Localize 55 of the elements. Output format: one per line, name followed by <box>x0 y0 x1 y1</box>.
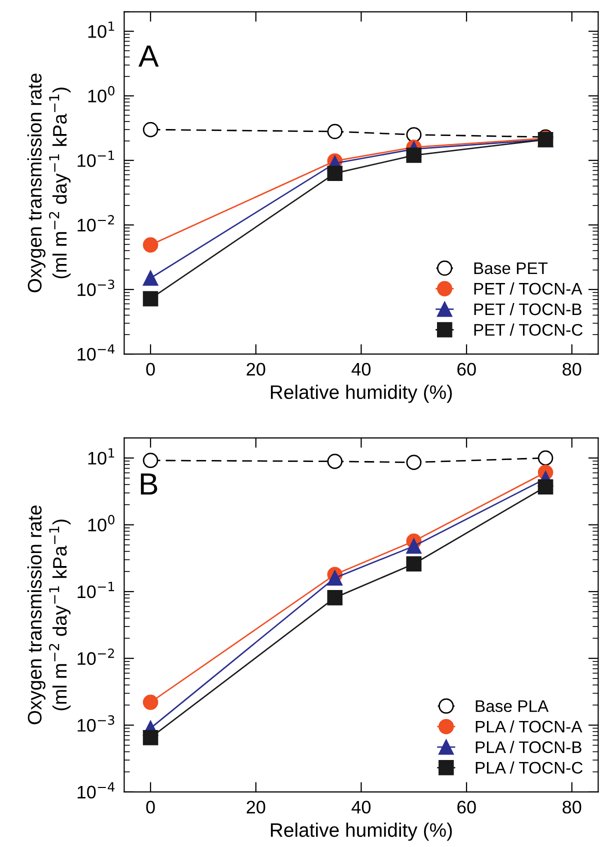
point <box>142 270 158 286</box>
x-tick-label: 40 <box>352 800 371 814</box>
point <box>327 454 343 470</box>
y-tick-label: 10$^{−4}$ <box>78 344 115 361</box>
point <box>142 291 158 306</box>
y-tick-label: 10$^{−2}$ <box>78 648 114 665</box>
x-tick-label: 20 <box>246 362 266 376</box>
point <box>406 127 422 142</box>
point <box>538 479 554 494</box>
y-tick-label: 10$^{−4}$ <box>78 782 115 799</box>
legend-label: PET / TOCN-C <box>474 324 583 336</box>
x-tick-label: 0 <box>146 800 155 814</box>
y-tick-label: 10$^{−3}$ <box>78 715 114 732</box>
point <box>327 570 343 586</box>
point <box>327 590 343 606</box>
y-tick-label: 10$^{0}$ <box>88 514 114 532</box>
point <box>142 694 158 710</box>
x-tick-label: 60 <box>457 362 476 376</box>
x-axis-title: Relative humidity (%) <box>270 822 452 841</box>
y-tick-label: 10$^{−1}$ <box>78 582 114 598</box>
x-tick-label: 80 <box>562 362 582 376</box>
point <box>327 124 343 140</box>
legend-label: PLA / TOCN-C <box>476 761 583 774</box>
annotation: A <box>138 46 159 67</box>
y-tick-label: 10$^{1}$ <box>88 448 114 465</box>
legend-label: PLA / TOCN-A <box>476 720 582 733</box>
point <box>538 450 554 466</box>
x-tick-label: 20 <box>246 800 266 814</box>
legend-label: PLA / TOCN-B <box>476 740 582 754</box>
x-tick-label: 40 <box>352 362 371 376</box>
point <box>142 122 158 138</box>
y-axis-title: Oxygen transmission rate (ml m$^{−2}$ day$^{−1}$ kPa$^{−1}$) <box>27 74 71 292</box>
point <box>327 166 343 181</box>
x-tick-label: 60 <box>457 800 476 814</box>
y-tick-label: 10$^{−1}$ <box>78 150 114 167</box>
x-axis-title: Relative humidity (%) <box>270 384 452 403</box>
y-tick-label: 10$^{−2}$ <box>78 215 114 232</box>
x-tick-label: 0 <box>146 362 155 376</box>
point <box>406 454 422 470</box>
point <box>406 538 422 554</box>
y-tick-label: 10$^{−3}$ <box>78 280 114 296</box>
point <box>142 730 158 746</box>
point <box>142 237 158 253</box>
legend-label: Base PET <box>474 262 548 274</box>
y-tick-label: 10$^{0}$ <box>88 86 114 102</box>
point <box>406 148 422 163</box>
y-tick-label: 10$^{1}$ <box>88 22 114 38</box>
legend-label: Base PLA <box>476 700 549 712</box>
point <box>142 452 158 468</box>
x-tick-label: 80 <box>562 800 582 814</box>
annotation: B <box>140 474 158 495</box>
legend-label: PET / TOCN-B <box>474 302 582 316</box>
y-axis-title: Oxygen transmission rate (ml m$^{−2}$ day$^{−1}$ kPa$^{−1}$) <box>27 506 71 724</box>
legend-label: PET / TOCN-A <box>474 282 582 295</box>
point <box>406 556 422 572</box>
